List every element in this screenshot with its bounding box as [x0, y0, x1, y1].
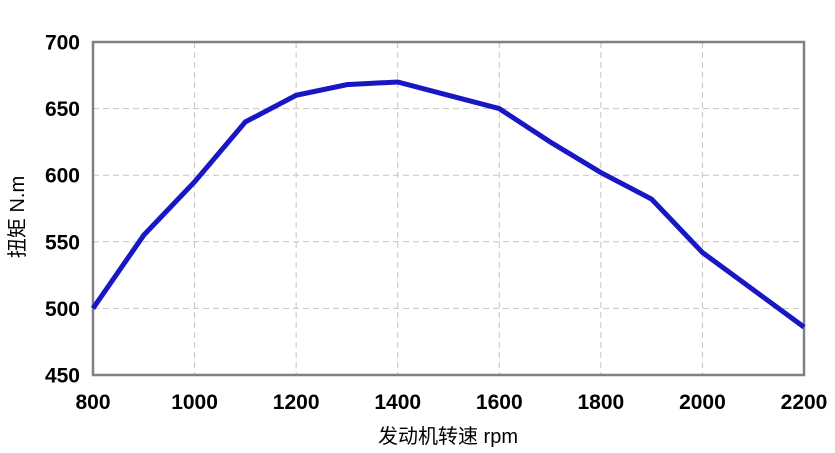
y-tick-label: 500 [45, 298, 80, 321]
y-tick-label: 650 [45, 98, 80, 121]
x-tick-label: 1800 [577, 391, 624, 414]
x-tick-label: 1200 [273, 391, 320, 414]
x-axis-tick-labels: 800 1000 1200 1400 1600 1800 2000 2200 [75, 391, 827, 414]
y-axis-title: 扭矩 N.m [6, 176, 29, 258]
y-tick-label: 600 [45, 165, 80, 188]
x-tick-label: 1400 [374, 391, 421, 414]
x-tick-label: 1600 [476, 391, 523, 414]
plot-border [91, 40, 806, 377]
y-tick-label: 450 [45, 365, 80, 388]
gridlines [93, 42, 804, 375]
x-tick-label: 800 [75, 391, 110, 414]
x-tick-label: 2200 [781, 391, 828, 414]
y-tick-label: 700 [45, 32, 80, 55]
x-axis-title: 发动机转速 rpm [378, 425, 518, 448]
y-axis-tick-labels: 450 500 550 600 650 700 [45, 32, 80, 388]
x-tick-label: 2000 [679, 391, 726, 414]
torque-curve [90, 79, 806, 330]
y-tick-label: 550 [45, 231, 80, 254]
x-tick-label: 1000 [171, 391, 218, 414]
